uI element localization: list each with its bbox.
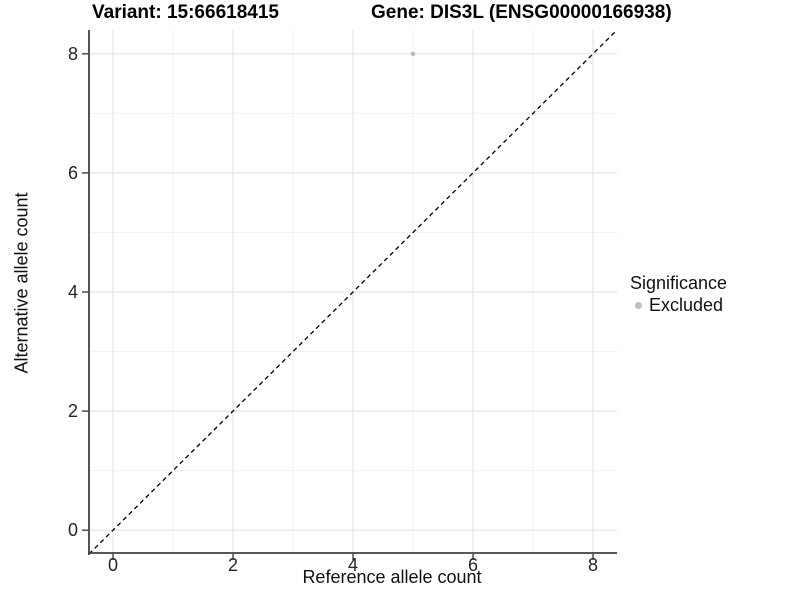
plot-title-gene: Gene: DIS3L (ENSG00000166938) (371, 2, 672, 23)
legend-entry-label: Excluded (649, 294, 724, 315)
identity-dashed-line (88, 29, 618, 555)
x-tick-label: 2 (227, 555, 238, 575)
y-tick-label: 4 (67, 282, 78, 302)
legend: Significance Excluded (630, 273, 727, 315)
x-tick-label: 6 (467, 555, 478, 575)
y-tick-label: 2 (67, 401, 78, 422)
y-tick-label: 0 (67, 520, 78, 541)
plot-title-variant: Variant: 15:66618415 (92, 2, 279, 23)
x-tick-label: 4 (347, 555, 358, 575)
x-tick-label: 0 (107, 555, 118, 575)
x-tick-label: 8 (587, 555, 598, 575)
excluded-point-icon (635, 301, 642, 309)
legend-entry-excluded: Excluded (630, 295, 727, 315)
data-point (410, 51, 416, 57)
y-tick-label: 8 (67, 43, 78, 64)
x-axis-title: Reference allele count (302, 567, 482, 587)
legend-title: Significance (630, 273, 728, 293)
y-tick-label: 6 (67, 162, 78, 183)
y-axis-title: Alternative allele count (11, 192, 32, 374)
